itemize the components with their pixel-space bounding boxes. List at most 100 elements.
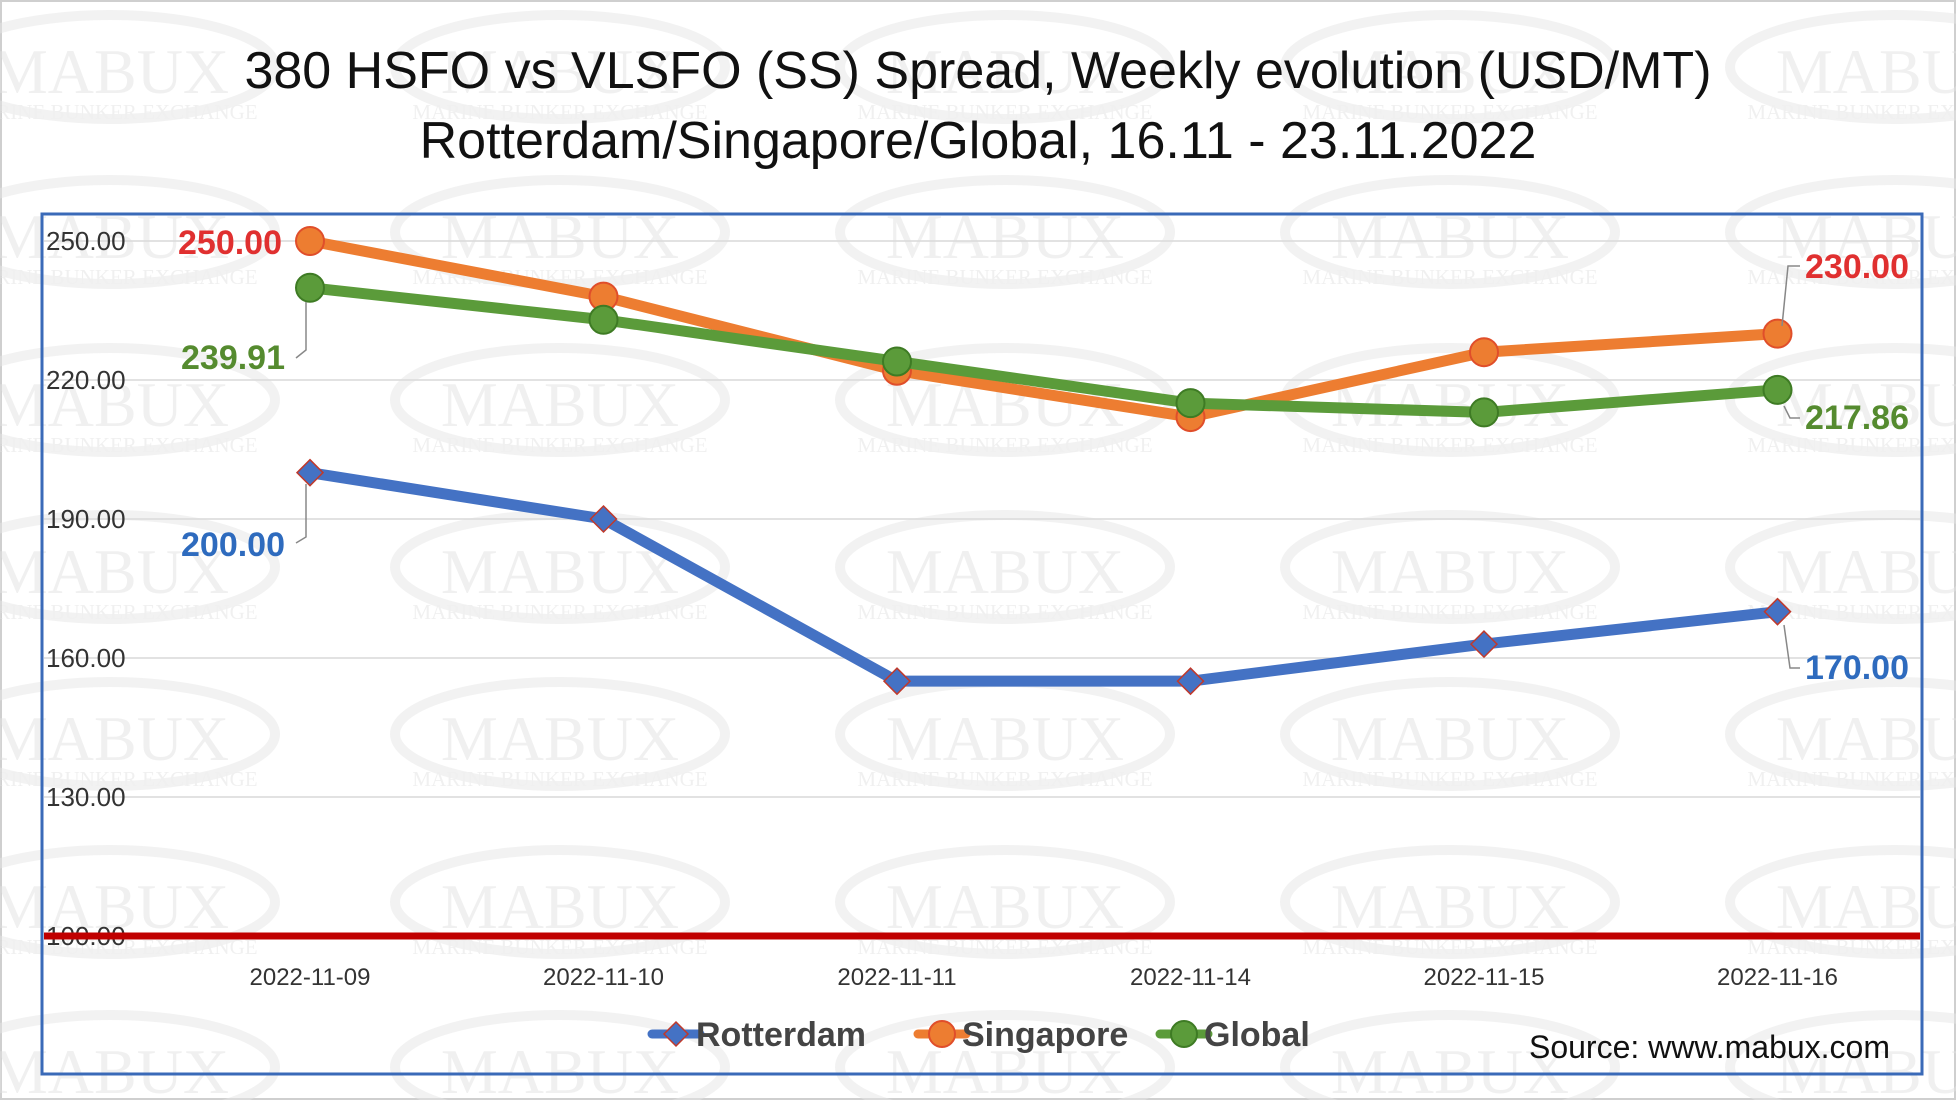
legend-item-global: Global	[1155, 1016, 1310, 1054]
watermark-swoosh	[835, 175, 1175, 289]
watermark-swoosh	[0, 175, 280, 289]
watermark-swoosh	[0, 510, 280, 624]
x-tick-label: 2022-11-11	[837, 964, 956, 991]
watermark-tagline: MARINE BUNKER EXCHANGE	[0, 767, 258, 791]
watermark-swoosh	[390, 1010, 730, 1105]
source-text: Source: www.mabux.com	[1529, 1029, 1890, 1065]
watermark-brand: MABUX	[1776, 36, 1956, 107]
data-label-singapore-end: 230.00	[1805, 248, 1909, 286]
data-label-global-end: 217.86	[1805, 399, 1909, 437]
point-global	[882, 346, 912, 377]
watermark-tagline: MARINE BUNKER EXCHANGE	[0, 100, 258, 124]
plot-frame	[40, 212, 1924, 1076]
point-rotterdam	[882, 667, 912, 696]
watermark-brand: MABUX	[0, 703, 229, 774]
watermark-swoosh	[1280, 677, 1620, 791]
data-label-global-start: 239.91	[181, 339, 285, 377]
watermark-swoosh	[390, 845, 730, 959]
watermark-tagline: MARINE BUNKER EXCHANGE	[412, 767, 707, 791]
leader-line-rotterdam-start	[295, 484, 307, 544]
y-tick-label: 190.00	[46, 504, 126, 534]
data-label-rotterdam-start: 200.00	[181, 526, 285, 564]
watermark-brand: MABUX	[886, 536, 1124, 607]
watermark-tagline: MARINE BUNKER EXCHANGE	[1747, 767, 1956, 791]
leader-line-global-end	[1783, 405, 1800, 419]
watermark-brand: MABUX	[886, 871, 1124, 942]
point-singapore	[295, 226, 325, 256]
series-line-global	[304, 282, 1783, 418]
watermark-swoosh	[0, 1010, 280, 1105]
title-layer: 380 HSFO vs VLSFO (SS) Spread, Weekly ev…	[244, 42, 1711, 170]
watermark-tagline: MARINE BUNKER EXCHANGE	[0, 433, 258, 457]
series-line-singapore	[304, 235, 1783, 423]
x-tick-label: 2022-11-15	[1424, 964, 1545, 991]
watermark-swoosh	[390, 343, 730, 457]
watermark-tagline: MARINE BUNKER EXCHANGE	[1302, 433, 1597, 457]
watermark-tagline: MARINE BUNKER EXCHANGE	[1302, 100, 1597, 124]
watermark-swoosh	[390, 677, 730, 791]
watermark-swoosh	[1725, 510, 1956, 624]
watermark-brand: MABUX	[886, 201, 1124, 272]
watermark-swoosh	[835, 10, 1175, 124]
chart-title: 380 HSFO vs VLSFO (SS) Spread, Weekly ev…	[244, 42, 1711, 100]
point-singapore	[1469, 337, 1499, 368]
point-global	[1762, 374, 1793, 405]
watermark-brand: MABUX	[441, 36, 679, 107]
watermark-swoosh	[835, 510, 1175, 624]
leader-line-rotterdam-end	[1783, 624, 1800, 669]
watermark-brand: MABUX	[441, 871, 679, 942]
watermark-tagline: MARINE BUNKER EXCHANGE	[857, 433, 1152, 457]
legend-marker	[1170, 1020, 1198, 1048]
watermark-brand: MABUX	[0, 369, 229, 440]
legend-label: Rotterdam	[696, 1016, 866, 1054]
legend-label: Global	[1204, 1016, 1310, 1054]
watermark-brand: MABUX	[441, 536, 679, 607]
x-tick-label: 2022-11-14	[1130, 964, 1251, 991]
label-layer: 200.00 170.00 250.00 230.00 239.91 217.86	[178, 224, 1909, 687]
point-global	[295, 272, 325, 303]
watermark-brand: MABUX	[1331, 1036, 1569, 1100]
x-tick-label: 2022-11-16	[1717, 964, 1838, 991]
watermark-tagline: MARINE BUNKER EXCHANGE	[857, 600, 1152, 624]
watermark-brand: MABUX	[0, 36, 229, 107]
legend-label: Singapore	[962, 1016, 1128, 1054]
point-global	[588, 304, 619, 335]
y-tick-label: 130.00	[46, 782, 126, 812]
leader-line-singapore-end	[1781, 265, 1800, 327]
watermark-brand: MABUX	[441, 369, 679, 440]
series-line-rotterdam	[304, 467, 1783, 687]
watermark-brand: MABUX	[1331, 536, 1569, 607]
y-tick-label: 160.00	[46, 643, 126, 673]
watermark-brand: MABUX	[1776, 369, 1956, 440]
watermark-brand: MABUX	[441, 201, 679, 272]
legend: Rotterdam Singapore Global	[647, 1016, 1310, 1054]
watermark-brand: MABUX	[441, 703, 679, 774]
watermark-tagline: MARINE BUNKER EXCHANGE	[412, 100, 707, 124]
legend-marker	[662, 1020, 690, 1048]
watermark-swoosh	[1280, 10, 1620, 124]
watermark-swoosh	[1725, 10, 1956, 124]
watermark-swoosh	[1725, 845, 1956, 959]
data-label-singapore-start: 250.00	[178, 224, 282, 262]
watermark-brand: MABUX	[1331, 36, 1569, 107]
watermark-tagline: MARINE BUNKER EXCHANGE	[412, 600, 707, 624]
watermark-swoosh	[1725, 1010, 1956, 1105]
watermark-brand: MABUX	[1776, 536, 1956, 607]
watermark-swoosh	[1280, 1010, 1620, 1105]
watermark-swoosh	[1725, 175, 1956, 289]
point-rotterdam	[1763, 597, 1792, 626]
watermark-tagline: MARINE BUNKER EXCHANGE	[0, 265, 258, 289]
y-tick-label: 220.00	[46, 365, 126, 395]
legend-item-singapore: Singapore	[913, 1016, 1128, 1054]
